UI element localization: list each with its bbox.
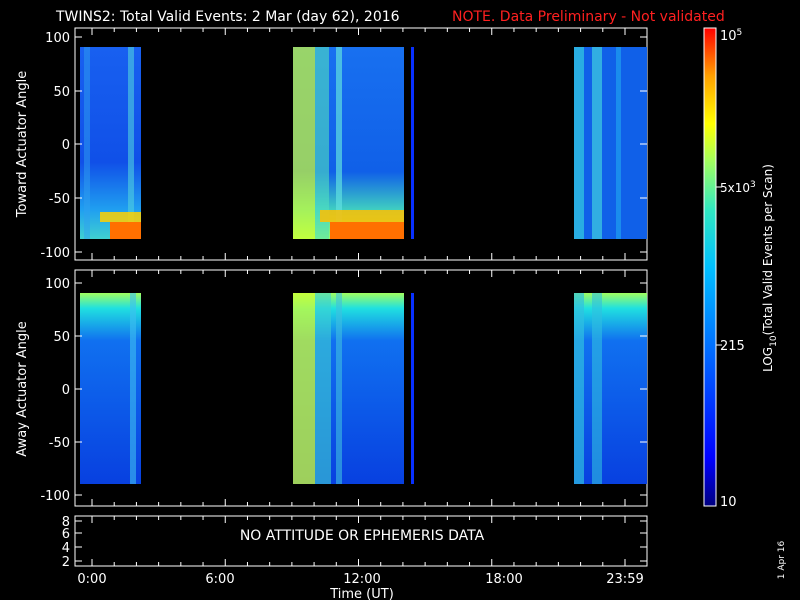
xtick-label: 18:00	[485, 572, 522, 587]
bottom-ytick-label: 50	[53, 330, 70, 345]
top-block-3	[411, 47, 414, 239]
xtick-label: 0:00	[77, 572, 106, 587]
top-block-2-cyan	[315, 47, 329, 239]
bottom-panel: 100 50 0 -50 -100 Away Actuator Angle	[15, 269, 648, 507]
aux-panel-frame	[74, 515, 648, 567]
top-block-1-warm	[100, 212, 141, 222]
colorbar-max-label: 105	[720, 28, 742, 44]
aux-panel: 8 6 4 2 NO ATTITUDE OR EPHEMERIS DATA	[62, 515, 648, 570]
bottom-heatmap	[80, 293, 647, 484]
top-block-1-stripe2	[128, 47, 134, 239]
aux-ytick-label: 2	[62, 555, 70, 570]
bottom-block-1-stripe	[130, 293, 136, 484]
top-block-2-hot	[330, 222, 404, 239]
bottom-ytick-label: 100	[45, 277, 70, 292]
top-ytick-label: 100	[45, 31, 70, 46]
colorbar-min-label: 10	[720, 495, 737, 510]
bottom-block-3	[411, 293, 414, 484]
top-block-4-stripe2	[592, 47, 602, 239]
top-block-2-warm	[320, 210, 404, 222]
top-ytick-label: 50	[53, 85, 70, 100]
aux-ytick-label: 6	[62, 527, 70, 542]
bottom-block-2-yellow	[293, 293, 315, 484]
top-block-4	[574, 47, 647, 239]
colorbar-215-label: 215	[720, 339, 745, 354]
aux-ytick-label: 8	[62, 515, 70, 530]
aux-message: NO ATTITUDE OR EPHEMERIS DATA	[240, 528, 485, 544]
aux-ytick-label: 4	[62, 541, 70, 556]
footer-date: 1 Apr 16	[777, 540, 787, 579]
bottom-block-4-stripe1	[574, 293, 584, 484]
top-block-4-stripe1	[574, 47, 584, 239]
x-axis-label: Time (UT)	[329, 587, 394, 600]
xtick-label: 6:00	[205, 572, 234, 587]
top-block-1-stripe	[84, 47, 90, 239]
bottom-ytick-label: 0	[62, 383, 70, 398]
x-ticks	[91, 28, 626, 566]
bottom-ytick-label: -100	[40, 489, 70, 504]
bottom-block-4-stripe2	[592, 293, 602, 484]
top-ytick-label: -100	[40, 246, 70, 261]
xtick-label: 12:00	[343, 572, 380, 587]
top-y-ticks	[75, 36, 647, 253]
top-block-2-yellow	[293, 47, 315, 239]
colorbar: 105 5x103 215 10 LOG10(Total Valid Event…	[703, 27, 779, 510]
bottom-y-ticks	[75, 282, 647, 496]
colorbar-gradient	[703, 27, 717, 507]
bottom-ylabel: Away Actuator Angle	[15, 321, 30, 456]
bottom-block-2-stripe	[336, 293, 342, 484]
colorbar-mid-label: 5x103	[720, 180, 756, 195]
top-panel: 100 50 0 -50 -100 Toward Actuator Angle	[15, 27, 648, 261]
bottom-ytick-label: -50	[49, 436, 70, 451]
top-block-1-hot	[110, 222, 141, 239]
preliminary-note: NOTE. Data Preliminary - Not validated	[452, 9, 725, 25]
top-ylabel: Toward Actuator Angle	[15, 71, 30, 218]
top-block-4-stripe3	[616, 47, 621, 239]
top-ytick-label: 0	[62, 138, 70, 153]
top-ytick-label: -50	[49, 192, 70, 207]
bottom-block-4	[574, 293, 647, 484]
xtick-label: 23:59	[606, 572, 643, 587]
top-heatmap	[80, 47, 647, 239]
bottom-block-2-cyan	[315, 293, 331, 484]
chart-title: TWINS2: Total Valid Events: 2 Mar (day 6…	[55, 9, 400, 25]
top-block-2-stripe	[336, 47, 342, 239]
colorbar-title: LOG10(Total Valid Events per Scan)	[761, 164, 779, 372]
